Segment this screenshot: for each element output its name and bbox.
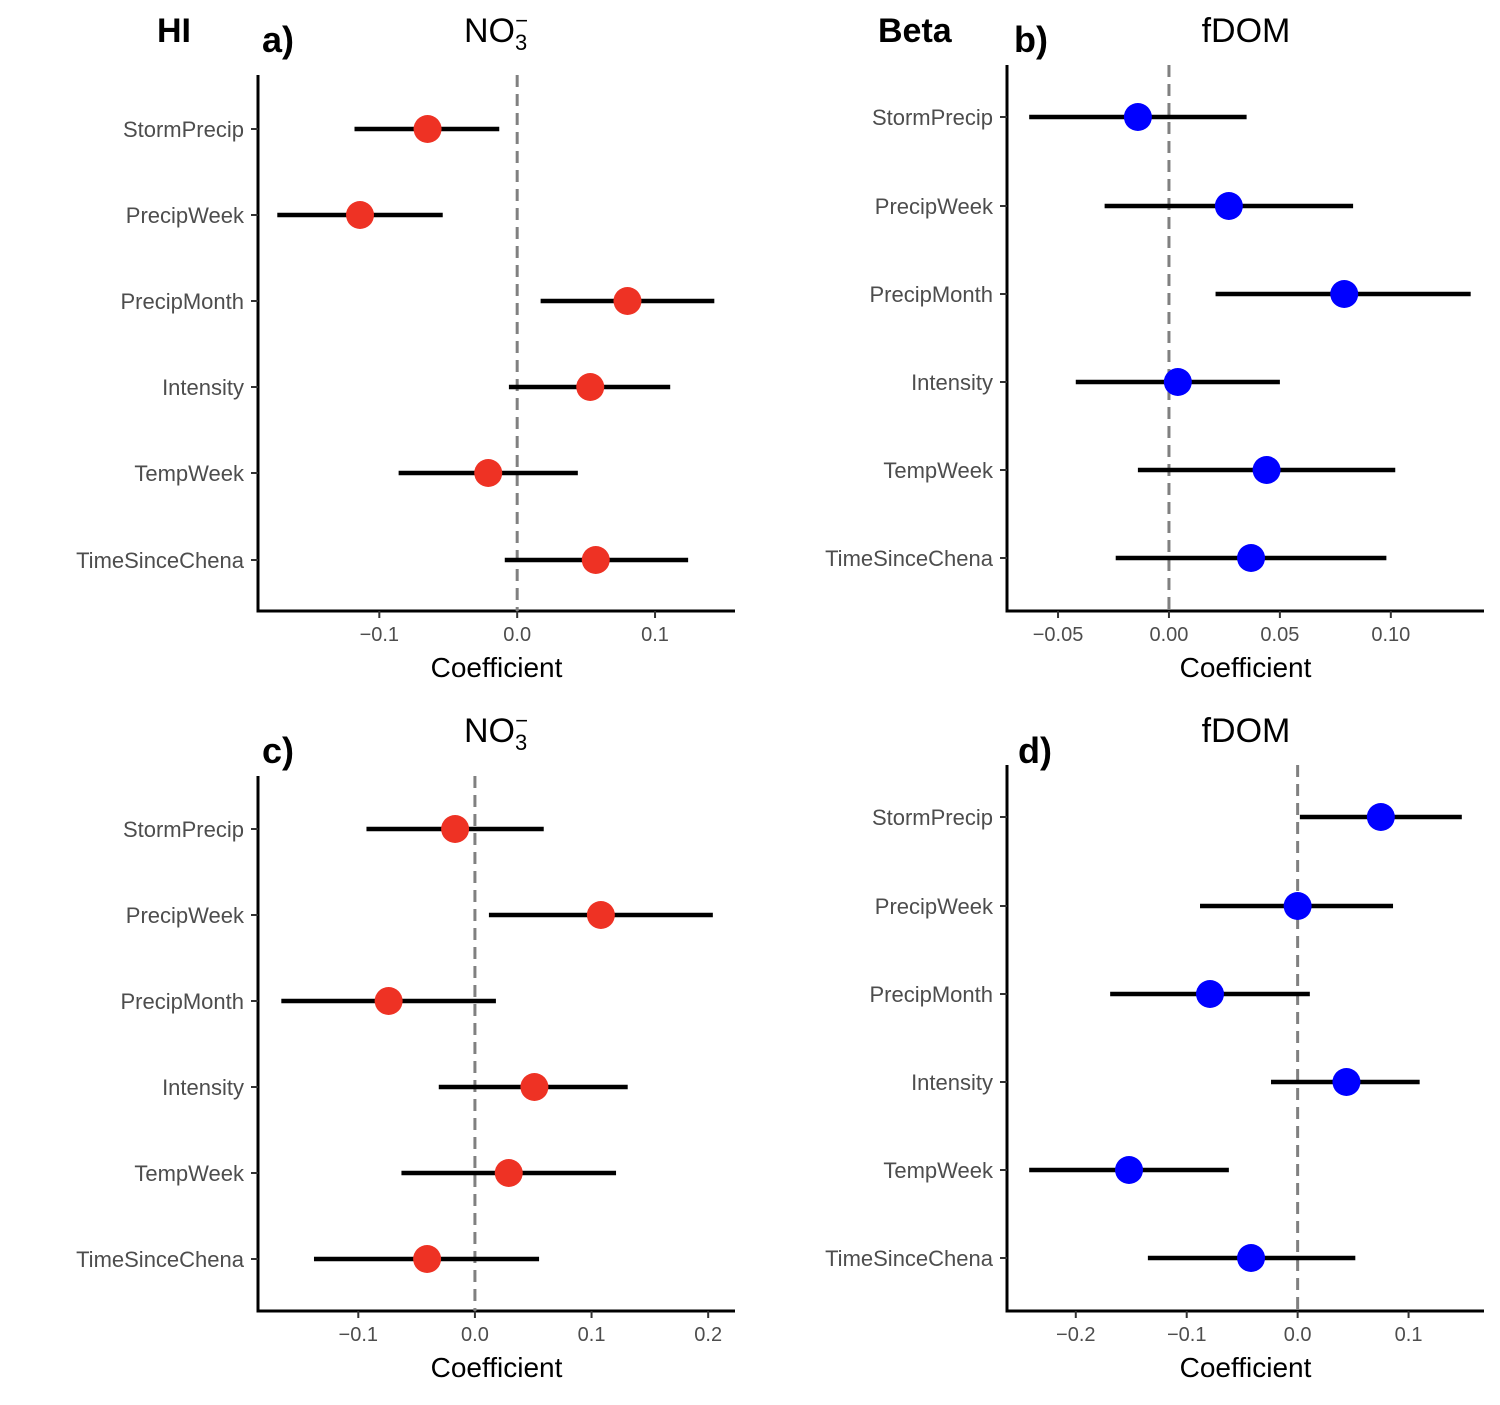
y-tick-label: TempWeek <box>134 1161 245 1186</box>
panel-d: d) fDOM −0.2 −0.1 0.0 0.1 Coefficient StormPrec… <box>825 712 1484 1383</box>
y-tick-label: PrecipMonth <box>869 282 993 307</box>
row-label-hi: HI <box>157 12 191 50</box>
coefficient-point <box>1115 1156 1144 1184</box>
y-tick-label: TempWeek <box>883 458 994 483</box>
y-tick-label: Intensity <box>162 375 244 400</box>
coefficient-point <box>581 546 610 574</box>
x-tick-label: −0.1 <box>1167 1324 1206 1346</box>
coefficient-point <box>1366 803 1395 831</box>
coefficient-point <box>374 987 403 1015</box>
row-label-beta: Beta <box>878 12 953 50</box>
panel-tag: d) <box>1018 730 1052 771</box>
y-tick-label: PrecipMonth <box>120 989 244 1014</box>
x-tick-label: 0.05 <box>1260 624 1299 646</box>
y-tick-label: StormPrecip <box>872 805 993 830</box>
y-tick-label: Intensity <box>162 1075 244 1100</box>
x-tick-label: 0.1 <box>1395 1324 1423 1346</box>
panel-title: NO3− <box>464 708 528 755</box>
coefficient-point <box>1332 1068 1361 1096</box>
coefficient-point <box>586 901 615 929</box>
x-axis-title: Coefficient <box>1180 1352 1312 1383</box>
coefficient-point <box>1252 456 1281 484</box>
coefficient-point <box>576 373 605 401</box>
x-tick-label: 0.2 <box>694 1324 722 1346</box>
coefficient-point <box>494 1159 523 1187</box>
x-axis-title: Coefficient <box>431 1352 563 1383</box>
x-tick-label: 0.00 <box>1149 624 1188 646</box>
y-tick-label: TimeSinceChena <box>76 1247 245 1272</box>
y-tick-label: StormPrecip <box>123 817 244 842</box>
panel-a: a) NO3− −0.1 0.0 0.1 Coefficient StormPrecip Pr… <box>76 8 735 683</box>
x-tick-label: 0.0 <box>503 624 531 646</box>
y-tick-label: PrecipWeek <box>875 894 994 919</box>
coefficient-point <box>1237 1244 1266 1272</box>
coefficient-point <box>1196 980 1225 1008</box>
panel-tag: a) <box>262 19 294 60</box>
panels: a) NO3− −0.1 0.0 0.1 Coefficient StormPrecip Pr… <box>76 8 1484 1383</box>
x-tick-label: −0.1 <box>360 624 399 646</box>
y-tick-label: PrecipMonth <box>869 982 993 1007</box>
coefficient-point <box>346 201 375 229</box>
coefficient-point <box>413 1245 442 1273</box>
y-tick-label: PrecipWeek <box>126 203 245 228</box>
y-tick-label: Intensity <box>911 1070 993 1095</box>
panel-tag: c) <box>262 730 294 771</box>
coefficient-point <box>613 287 642 315</box>
y-tick-label: Intensity <box>911 370 993 395</box>
x-tick-label: 0.0 <box>1284 1324 1312 1346</box>
x-tick-label: −0.2 <box>1056 1324 1095 1346</box>
y-tick-label: PrecipMonth <box>120 289 244 314</box>
x-tick-label: 0.10 <box>1371 624 1410 646</box>
x-tick-label: 0.1 <box>641 624 669 646</box>
x-axis-title: Coefficient <box>1180 652 1312 683</box>
y-tick-label: PrecipWeek <box>875 194 994 219</box>
y-tick-label: PrecipWeek <box>126 903 245 928</box>
x-tick-label: 0.1 <box>578 1324 606 1346</box>
coefficient-point <box>1330 280 1359 308</box>
coefficient-point <box>1214 192 1243 220</box>
coefficient-point <box>1123 103 1152 131</box>
coefficient-point <box>1283 892 1312 920</box>
y-tick-label: TimeSinceChena <box>76 548 245 573</box>
panel-c: c) NO3− −0.1 0.0 0.1 0.2 Coefficient StormPreci… <box>76 708 735 1383</box>
panel-title: fDOM <box>1202 12 1291 50</box>
coefficient-point <box>1237 544 1266 572</box>
x-tick-label: −0.1 <box>339 1324 378 1346</box>
coefficient-point <box>1163 368 1192 396</box>
x-tick-label: −0.05 <box>1033 624 1084 646</box>
y-tick-label: TempWeek <box>134 461 245 486</box>
y-tick-label: StormPrecip <box>872 105 993 130</box>
panel-title: fDOM <box>1202 712 1291 750</box>
y-tick-label: TimeSinceChena <box>825 1246 994 1271</box>
y-tick-label: TempWeek <box>883 1158 994 1183</box>
x-tick-label: 0.0 <box>461 1324 489 1346</box>
panel-title: NO3− <box>464 8 528 55</box>
coefficient-point <box>474 459 503 487</box>
coefficient-point <box>520 1073 549 1101</box>
y-tick-label: TimeSinceChena <box>825 546 994 571</box>
x-axis-title: Coefficient <box>431 652 563 683</box>
panel-b: b) fDOM −0.05 0.00 0.05 0.10 Coefficient StormP… <box>825 12 1484 683</box>
panel-tag: b) <box>1014 19 1048 60</box>
coefficient-point <box>441 815 470 843</box>
y-tick-label: StormPrecip <box>123 117 244 142</box>
coefficient-point <box>413 115 442 143</box>
